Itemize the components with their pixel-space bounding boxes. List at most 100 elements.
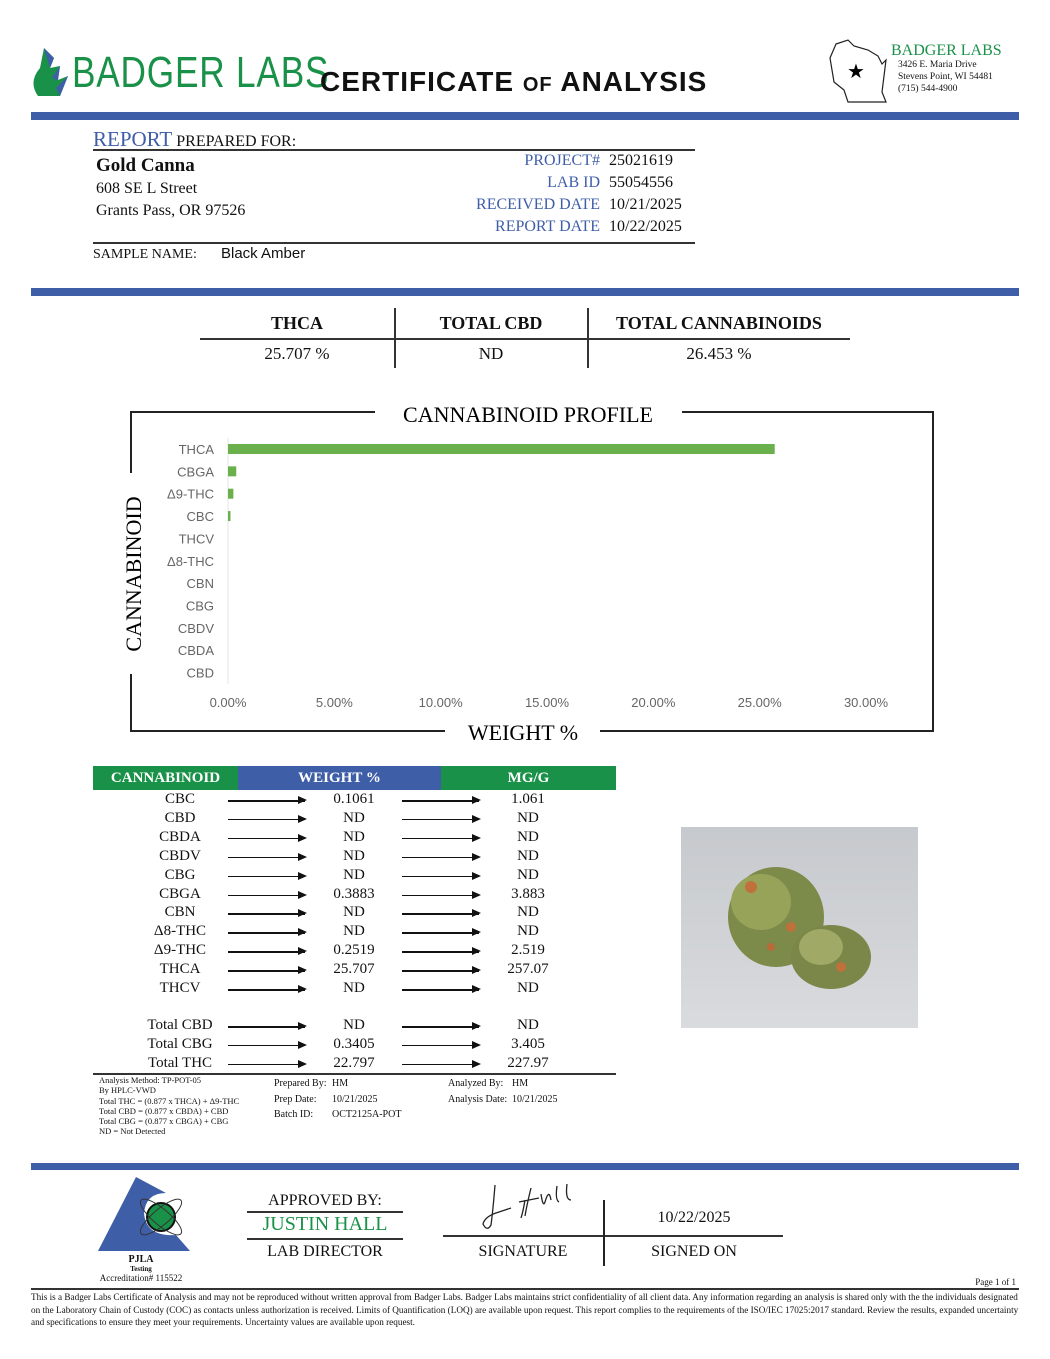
mg-per-g: ND — [517, 1017, 539, 1033]
arrow-icon — [402, 872, 481, 879]
weight-percent: 0.3883 — [333, 885, 375, 902]
weight-percent: 0.3405 — [333, 1035, 375, 1052]
summary-total-value: 26.453 % — [686, 344, 752, 363]
weight-percent: 25.707 — [333, 961, 375, 978]
mg-per-g: 3.883 — [511, 885, 545, 902]
wisconsin-map-icon: ★ — [829, 39, 887, 103]
summary-table: THCA 25.707 % TOTAL CBD ND TOTAL CANNABI… — [200, 308, 850, 368]
arrow-icon — [228, 948, 307, 955]
table-row: THCA 25.707 257.07 — [93, 961, 616, 980]
arrow-icon — [402, 1041, 481, 1048]
x-tick-label: 10.00% — [419, 695, 464, 710]
mg-per-g: ND — [517, 923, 539, 940]
weight-percent: ND — [343, 866, 365, 883]
mg-per-g: 2.519 — [511, 942, 545, 959]
table-row: CBDA ND ND — [93, 829, 616, 848]
mg-per-g: 227.97 — [507, 1054, 549, 1071]
arrow-icon — [228, 1060, 307, 1067]
cannabinoid-name: Δ8-THC — [153, 923, 207, 940]
x-axis-label: WEIGHT % — [468, 720, 578, 740]
arrow-icon — [402, 797, 481, 803]
analysis-info: Analyzed By: HM Analysis Date: 10/21/2025 — [448, 1078, 558, 1105]
page-number: Page 1 of 1 — [975, 1277, 1016, 1287]
mg-per-g: ND — [517, 828, 539, 845]
arrow-icon — [402, 834, 481, 841]
weight-percent: ND — [343, 980, 365, 996]
arrow-icon — [228, 891, 307, 898]
client-street: 608 SE L Street — [96, 180, 198, 197]
bar-Δ9-THC — [228, 488, 234, 499]
sample-name-label: SAMPLE NAME: — [93, 247, 197, 262]
mg-per-g: 3.405 — [511, 1035, 545, 1052]
document-title: CERTIFICATE OF ANALYSIS — [320, 66, 708, 97]
table-bottom-line — [93, 1073, 616, 1075]
x-tick-label: 5.00% — [316, 695, 353, 710]
table-row: Total CBD ND ND — [93, 1017, 616, 1036]
mg-per-g: ND — [517, 866, 539, 883]
category-label: CBD — [187, 666, 214, 681]
footer-divider — [31, 1163, 1019, 1170]
svg-text:★: ★ — [847, 61, 865, 83]
weight-percent: ND — [343, 847, 365, 864]
category-label: CBG — [186, 598, 214, 613]
arrow-icon — [402, 948, 481, 955]
arrow-icon — [402, 1023, 481, 1029]
cannabinoid-name: CBDA — [159, 828, 201, 845]
report-prepared-for: REPORT PREPARED FOR: — [93, 127, 297, 151]
category-label: THCA — [179, 442, 215, 457]
cannabinoid-name: CBD — [164, 809, 196, 826]
summary-total-label: TOTAL CANNABINOIDS — [616, 313, 822, 333]
arrow-icon — [228, 872, 307, 879]
table-row: CBN ND ND — [93, 904, 616, 923]
cannabis-bud-image — [728, 867, 871, 989]
bar-CBC — [228, 511, 231, 522]
chart-title: CANNABINOID PROFILE — [403, 402, 653, 427]
x-tick-label: 25.00% — [738, 695, 783, 710]
cannabinoid-name: Total CBG — [147, 1035, 213, 1052]
weight-percent: ND — [343, 1017, 365, 1033]
arrow-icon — [228, 967, 307, 974]
summary-cbd-label: TOTAL CBD — [439, 313, 543, 333]
arrow-icon — [402, 986, 481, 992]
x-tick-label: 20.00% — [631, 695, 676, 710]
sample-name: Black Amber — [221, 245, 306, 262]
weight-percent: ND — [343, 904, 365, 921]
arrow-icon — [228, 797, 307, 803]
pjla-logo — [98, 1177, 190, 1251]
cannabinoid-name: CBN — [164, 904, 196, 921]
arrow-icon — [228, 815, 307, 822]
signature-image — [482, 1183, 572, 1229]
summary-cbd-value: ND — [478, 344, 504, 363]
report-meta: PROJECT# 25021619 LAB ID 55054556 RECEIVED… — [476, 152, 682, 235]
mg-per-g: ND — [517, 847, 539, 864]
arrow-icon — [402, 853, 481, 860]
arrow-icon — [228, 929, 307, 936]
table-row: CBDV ND ND — [93, 848, 616, 867]
client-name: Gold Canna — [96, 155, 195, 176]
arrow-icon — [402, 910, 481, 917]
client-city: Grants Pass, OR 97526 — [96, 202, 246, 219]
mg-per-g: ND — [517, 904, 539, 921]
mg-per-g: ND — [517, 809, 539, 826]
divider — [93, 242, 695, 244]
category-label: THCV — [179, 531, 215, 546]
cannabinoid-name: THCV — [159, 980, 201, 996]
weight-percent: 22.797 — [333, 1054, 375, 1071]
cannabinoid-name: CBGA — [159, 885, 201, 902]
approver-role: LAB DIRECTOR — [267, 1243, 383, 1260]
category-label: CBDV — [178, 621, 214, 636]
bar-CBGA — [228, 466, 237, 477]
badger-labs-logo: BADGER LABS — [30, 46, 328, 98]
arrow-icon — [402, 815, 481, 822]
table-row: Total THC 22.797 227.97 — [93, 1055, 616, 1074]
arrow-icon — [228, 834, 307, 841]
weight-percent: ND — [343, 828, 365, 845]
approver-name: JUSTIN HALL — [262, 1213, 388, 1235]
mg-per-g: 1.061 — [511, 791, 545, 807]
table-row: Total CBG 0.3405 3.405 — [93, 1036, 616, 1055]
table-row: Δ9-THC 0.2519 2.519 — [93, 942, 616, 961]
prep-info: Prepared By: HM Prep Date: 10/21/2025 Batc… — [274, 1078, 402, 1120]
cannabinoid-name: CBDV — [159, 847, 201, 864]
leaf-icon — [33, 48, 68, 96]
approved-by-label: APPROVED BY: — [268, 1192, 382, 1209]
